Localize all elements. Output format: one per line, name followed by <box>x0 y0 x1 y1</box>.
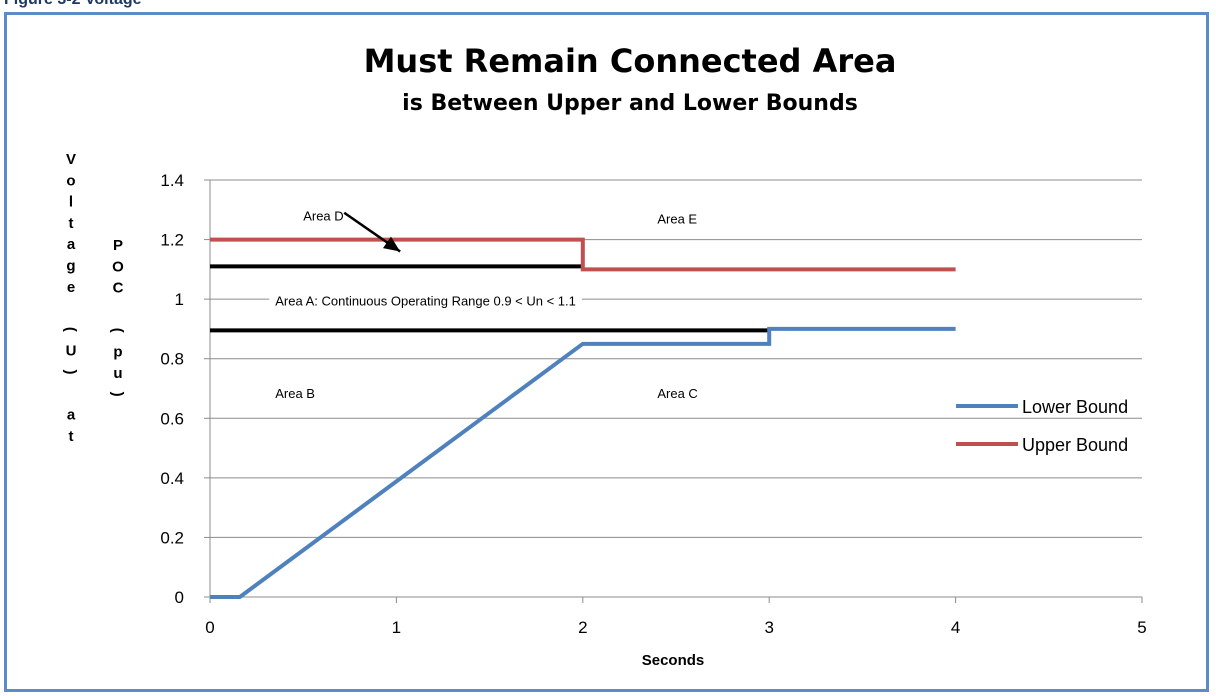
x-tick-label: 5 <box>1137 618 1146 637</box>
y-axis-label-char: p <box>113 344 122 361</box>
y-axis-label-char: O <box>112 258 124 275</box>
series-line <box>210 237 956 272</box>
legend-label: Lower Bound <box>1022 397 1128 417</box>
area-label: Area D <box>303 209 343 224</box>
area-label-background <box>651 210 704 228</box>
y-tick-label: 1 <box>175 290 184 309</box>
y-axis-label-char: t <box>69 428 74 445</box>
y-tick-label: 0.6 <box>160 409 184 428</box>
y-axis-label-char: u <box>113 365 122 382</box>
y-axis-label-char: V <box>66 151 76 168</box>
y-tick-label: 0.8 <box>160 350 184 369</box>
chart-title: Must Remain Connected Area <box>364 42 897 80</box>
arrow-head <box>382 236 401 252</box>
area-label: Area A: Continuous Operating Range 0.9 <… <box>275 294 576 309</box>
y-tick-label: 1.2 <box>160 231 184 250</box>
x-tick-labels: 0 1 2 3 4 5 <box>205 618 1146 637</box>
area-label-background <box>269 384 321 402</box>
annotation-arrow <box>343 211 401 253</box>
x-tick-label: 0 <box>205 618 214 637</box>
y-axis-label-char: o <box>66 172 75 189</box>
y-tick-label: 1.4 <box>160 171 184 190</box>
y-axis-label-char: a <box>67 407 76 424</box>
axes <box>204 179 1143 603</box>
area-label: Area E <box>657 212 697 227</box>
y-axis-label-char: g <box>66 258 75 275</box>
area-label: Area C <box>657 386 697 401</box>
legend: Lower Bound Upper Bound <box>956 397 1128 455</box>
y-tick-label: 0.2 <box>160 528 184 547</box>
area-label-background <box>297 207 350 225</box>
series-line <box>210 326 956 599</box>
y-axis-label-char: U <box>66 343 77 360</box>
y-axis-label-char: ) <box>109 392 126 397</box>
legend-label: Upper Bound <box>1022 435 1128 455</box>
y-axis-label-char: C <box>113 280 124 297</box>
area-label-background <box>651 384 704 402</box>
x-axis-label: Seconds <box>642 652 705 669</box>
x-tick-label: 4 <box>951 618 960 637</box>
y-tick-label: 0.4 <box>160 469 184 488</box>
reference-lines <box>210 264 770 333</box>
chart-frame <box>4 12 1209 692</box>
y-tick-label: 0 <box>175 588 184 607</box>
area-annotations: Area D Area E Area A: Continuous Operating… <box>269 207 704 402</box>
chart-subtitle: is Between Upper and Lower Bounds <box>402 91 858 116</box>
y-axis-label-char: e <box>67 279 75 296</box>
gridlines <box>210 179 1142 538</box>
x-tick-label: 1 <box>392 618 401 637</box>
y-axis-label-char: P <box>113 237 123 254</box>
area-label: Area B <box>275 386 315 401</box>
x-tick-label: 3 <box>764 618 773 637</box>
y-tick-labels: 0 0.2 0.4 0.6 0.8 1 1.2 1.4 <box>160 171 184 607</box>
y-axis-label-char: ( <box>62 327 79 332</box>
x-tick-label: 2 <box>578 618 587 637</box>
area-label-background <box>269 292 582 310</box>
y-axis-label-char: ) <box>62 370 79 375</box>
series-lines <box>210 237 956 599</box>
y-axis-label-char: ( <box>109 328 126 333</box>
y-axis-label-char: a <box>67 236 76 253</box>
y-axis-label-char: l <box>69 194 73 211</box>
y-axis-label-char: t <box>69 215 74 232</box>
